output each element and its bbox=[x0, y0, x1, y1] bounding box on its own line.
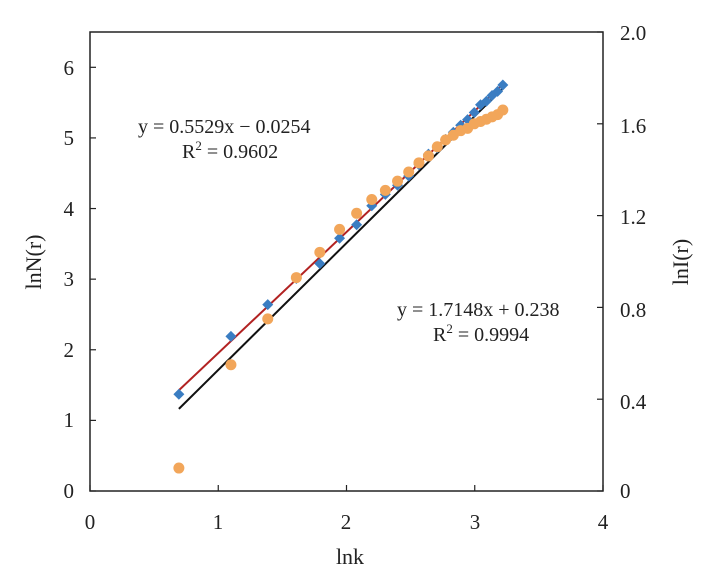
x-tick-label: 2 bbox=[341, 510, 352, 534]
y-tick-label: 2 bbox=[64, 338, 75, 362]
fit-equation-lower: y = 1.7148x + 0.238 bbox=[397, 299, 560, 321]
y2-tick-label: 0 bbox=[620, 479, 631, 503]
y-axis-title: lnN(r) bbox=[21, 235, 46, 290]
y2-tick-label: 2.0 bbox=[620, 21, 646, 45]
data-point-circle bbox=[379, 184, 391, 196]
chart-marks bbox=[173, 79, 509, 474]
y2-axis-title: lnI(r) bbox=[668, 239, 693, 285]
r2-value: = 0.9602 bbox=[202, 141, 278, 163]
data-point-circle bbox=[413, 157, 425, 169]
y-tick-label: 3 bbox=[64, 267, 75, 291]
data-point-circle bbox=[173, 462, 185, 474]
fit-equation-upper: y = 0.5529x − 0.0254 bbox=[138, 116, 311, 138]
r2-superscript: 2 bbox=[195, 138, 202, 153]
y2-tick-label: 1.2 bbox=[620, 205, 646, 229]
x-tick-label: 4 bbox=[598, 510, 609, 534]
data-point-circle bbox=[334, 223, 346, 235]
data-point-circle bbox=[225, 359, 237, 371]
data-point-diamond bbox=[480, 95, 492, 107]
y2-tick-label: 1.6 bbox=[620, 114, 646, 138]
x-tick-label: 1 bbox=[213, 510, 224, 534]
y-tick-label: 6 bbox=[64, 56, 75, 80]
r2-prefix: R bbox=[182, 141, 196, 163]
r2-prefix: R bbox=[433, 324, 447, 346]
data-point-circle bbox=[497, 104, 509, 116]
data-point-circle bbox=[351, 207, 363, 219]
data-point-diamond bbox=[497, 79, 509, 91]
data-point-circle bbox=[422, 150, 434, 162]
y2-tick-label: 0.8 bbox=[620, 298, 646, 322]
data-point-diamond bbox=[173, 388, 185, 400]
data-point-circle bbox=[366, 194, 378, 206]
y-tick-label: 4 bbox=[64, 197, 75, 221]
fit-r2-lower: R2 = 0.9994 bbox=[433, 321, 529, 346]
x-axis-title: lnk bbox=[336, 544, 364, 569]
x-tick-label: 0 bbox=[85, 510, 96, 534]
fit-r2-upper: R2 = 0.9602 bbox=[182, 138, 278, 163]
data-point-diamond bbox=[492, 85, 504, 97]
data-point-diamond bbox=[225, 330, 237, 342]
data-point-circle bbox=[431, 141, 443, 153]
data-point-diamond bbox=[468, 107, 480, 119]
y2-tick-label: 0.4 bbox=[620, 390, 647, 414]
data-point-circle bbox=[262, 313, 274, 325]
data-point-circle bbox=[290, 272, 302, 284]
plot-frame bbox=[89, 31, 604, 492]
data-point-diamond bbox=[351, 219, 363, 231]
data-point-diamond bbox=[334, 232, 346, 244]
r2-value: = 0.9994 bbox=[453, 324, 529, 346]
data-point-diamond bbox=[314, 258, 326, 270]
y-tick-label: 1 bbox=[64, 408, 75, 432]
axis-ticks bbox=[89, 31, 604, 492]
r2-superscript: 2 bbox=[446, 321, 453, 336]
data-point-circle bbox=[392, 175, 404, 187]
y-tick-label: 5 bbox=[64, 126, 75, 150]
y-tick-label: 0 bbox=[64, 479, 75, 503]
data-point-diamond bbox=[262, 299, 274, 311]
data-point-circle bbox=[314, 246, 326, 258]
data-point-circle bbox=[403, 166, 415, 178]
x-tick-label: 3 bbox=[470, 510, 481, 534]
